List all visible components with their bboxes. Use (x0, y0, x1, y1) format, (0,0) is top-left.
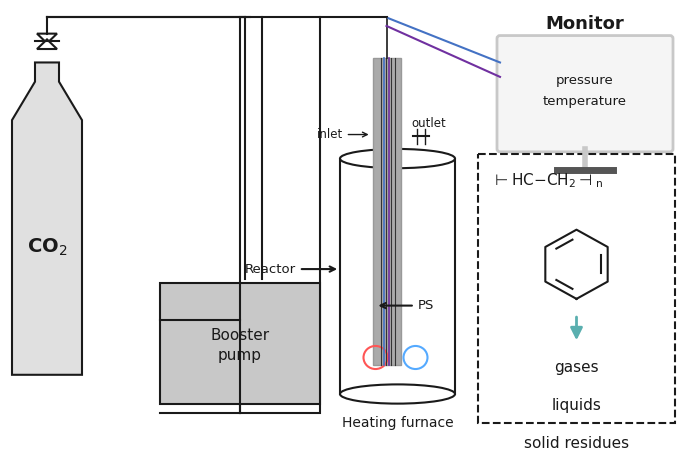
Text: PS: PS (381, 299, 434, 312)
Text: pressure: pressure (556, 74, 614, 87)
Bar (160, 283, 320, 404)
Text: liquids: liquids (551, 398, 601, 413)
Bar (478, 154, 675, 423)
Text: gases: gases (554, 360, 599, 374)
Text: Reactor: Reactor (245, 263, 335, 276)
FancyBboxPatch shape (497, 35, 673, 152)
Bar (373, 57, 401, 365)
Text: Booster: Booster (210, 328, 270, 343)
Text: $\mathsf{{\vdash}HC{-}CH_2{\dashv}_n}$: $\mathsf{{\vdash}HC{-}CH_2{\dashv}_n}$ (492, 172, 603, 190)
Text: solid residues: solid residues (524, 436, 629, 449)
Text: CO$_2$: CO$_2$ (27, 237, 67, 258)
Ellipse shape (340, 384, 455, 404)
Polygon shape (12, 62, 82, 375)
Text: temperature: temperature (543, 95, 627, 108)
Text: Heating furnace: Heating furnace (342, 416, 453, 430)
Text: pump: pump (218, 348, 262, 363)
Text: outlet: outlet (412, 116, 446, 129)
Polygon shape (37, 40, 57, 49)
Text: inlet: inlet (316, 128, 367, 141)
Polygon shape (37, 34, 57, 43)
Bar (340, 158, 455, 394)
Text: Monitor: Monitor (546, 15, 624, 33)
Ellipse shape (340, 149, 455, 168)
Bar (240, 18, 320, 413)
